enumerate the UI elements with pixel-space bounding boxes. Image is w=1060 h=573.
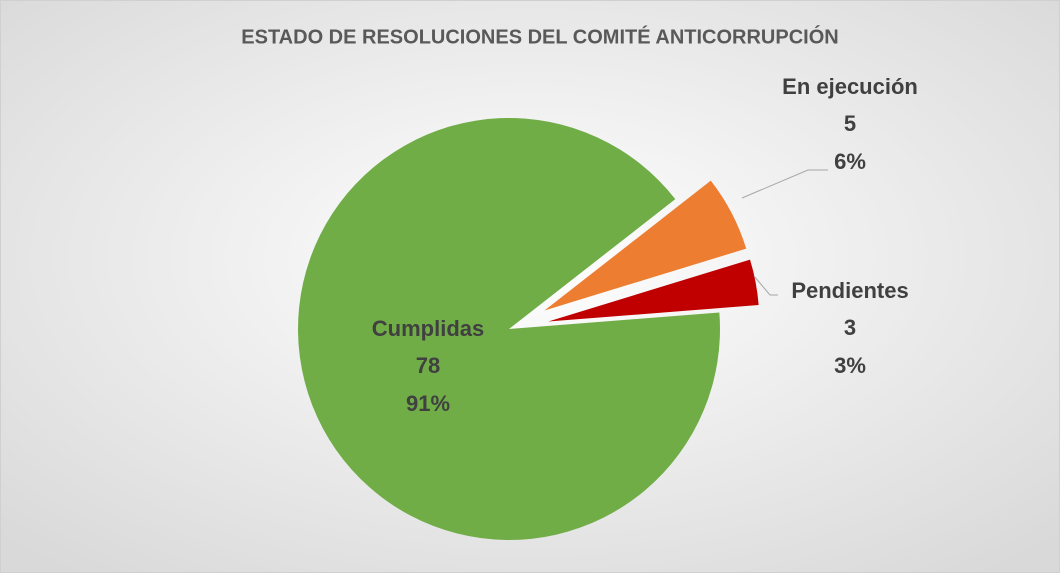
slice-value: 78 xyxy=(416,353,440,378)
slice-percent: 6% xyxy=(834,149,866,174)
slice-label: En ejecución xyxy=(782,74,918,99)
leader-line xyxy=(753,275,778,296)
slice-label: Pendientes xyxy=(791,278,908,303)
slice-percent: 91% xyxy=(406,391,450,416)
slice-label: Cumplidas xyxy=(372,316,484,341)
leader-line xyxy=(741,169,828,199)
slice-value: 3 xyxy=(844,315,856,340)
pie-slice xyxy=(544,180,747,311)
slice-value: 5 xyxy=(844,111,856,136)
pie-slice xyxy=(548,259,759,322)
pie-slice xyxy=(298,118,720,541)
slice-percent: 3% xyxy=(834,353,866,378)
chart-title: ESTADO DE RESOLUCIONES DEL COMITÉ ANTICO… xyxy=(241,24,838,48)
